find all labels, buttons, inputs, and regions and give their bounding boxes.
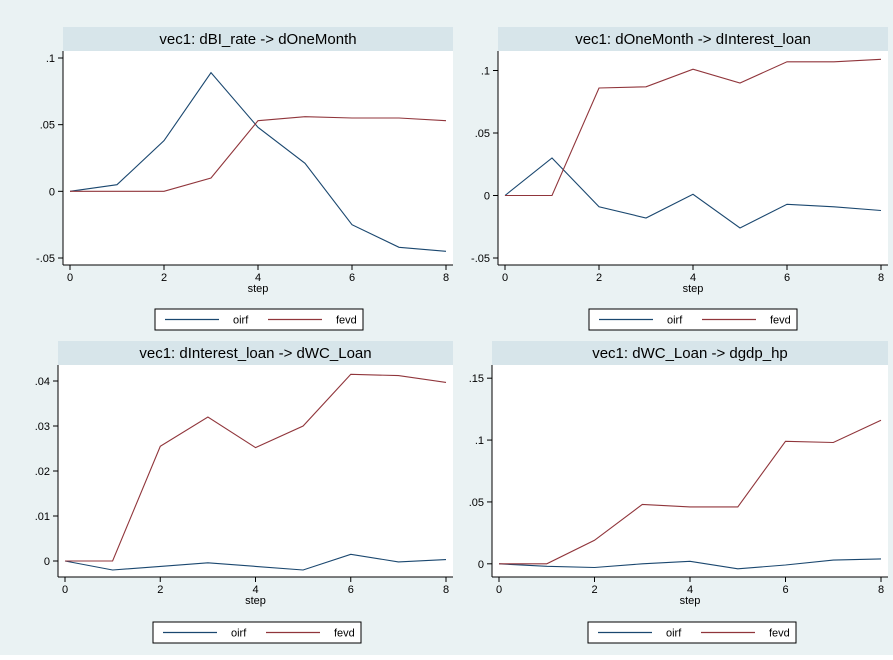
x-tick-label: 2 [157, 584, 163, 596]
legend-label-oirf: oirf [233, 315, 249, 327]
y-tick-label: .05 [475, 128, 490, 140]
y-tick-label: .05 [40, 120, 55, 132]
chart-panel-4: vec1: dWC_Loan -> dgdp_hp 0 .05 .1 .15 0 2 4 6 8 s… [469, 341, 888, 644]
series-line-oirf [64, 553, 447, 571]
x-tick-label: 8 [443, 584, 449, 596]
x-axis-title: step [680, 595, 701, 607]
y-tick-label: .1 [46, 53, 55, 65]
legend-label-fevd: fevd [336, 315, 357, 327]
x-tick-label: 6 [348, 584, 354, 596]
panel-title: vec1: dOneMonth -> dInterest_loan [575, 31, 811, 48]
y-tick-label: .1 [481, 66, 490, 78]
series-line-fevd [499, 419, 882, 565]
legend-box [154, 308, 364, 331]
plot-area [492, 365, 888, 577]
y-tick-label: 0 [49, 186, 55, 198]
plot-area [498, 51, 888, 265]
series-line-fevd [505, 58, 882, 197]
panel-title-bar [63, 27, 453, 51]
x-tick-label: 8 [443, 272, 449, 284]
series-line-oirf [69, 71, 447, 252]
y-tick-label: 0 [44, 556, 50, 568]
series-line-fevd [70, 116, 447, 192]
panel-title-bar [58, 341, 453, 365]
x-tick-label: 2 [596, 272, 602, 284]
x-tick-label: 0 [496, 584, 502, 596]
x-tick-label: 0 [62, 584, 68, 596]
x-tick-label: 8 [878, 272, 884, 284]
y-tick-label: .02 [35, 466, 50, 478]
chart-panel-2: vec1: dOneMonth -> dInterest_loan -.05 0 .0… [471, 27, 888, 331]
legend-label-fevd: fevd [769, 628, 790, 640]
chart-panel-1: vec1: dBI_rate -> dOneMonth -.05 0 .05 .1 0 2 4… [36, 27, 453, 331]
plot-area [58, 365, 453, 577]
y-tick-label: .04 [35, 376, 50, 388]
legend-label-oirf: oirf [231, 628, 247, 640]
series-line-fevd [65, 373, 447, 562]
panel-title: vec1: dWC_Loan -> dgdp_hp [592, 345, 788, 362]
legend-box [587, 621, 797, 644]
series-line-oirf [498, 558, 882, 570]
x-tick-label: 4 [690, 272, 696, 284]
x-tick-label: 0 [67, 272, 73, 284]
x-axis-title: step [245, 595, 266, 607]
legend: oirf fevd [588, 308, 798, 331]
x-tick-label: 6 [784, 272, 790, 284]
series-line-oirf [504, 157, 882, 229]
legend-label-oirf: oirf [667, 315, 683, 327]
x-axis-title: step [683, 283, 704, 295]
x-tick-label: 2 [591, 584, 597, 596]
y-tick-label: -.05 [471, 253, 490, 265]
x-tick-label: 6 [782, 584, 788, 596]
y-tick-label: .05 [469, 497, 484, 509]
legend-label-fevd: fevd [334, 628, 355, 640]
y-tick-label: -.05 [36, 253, 55, 265]
legend: oirf fevd [154, 308, 364, 331]
y-tick-label: 0 [478, 559, 484, 571]
chart-panel-3: vec1: dInterest_loan -> dWC_Loan 0 .01 .02.… [35, 341, 453, 644]
panel-title: vec1: dBI_rate -> dOneMonth [159, 31, 356, 48]
legend: oirf fevd [587, 621, 797, 644]
legend-box [152, 621, 362, 644]
x-tick-label: 4 [252, 584, 258, 596]
legend-box [588, 308, 798, 331]
x-tick-label: 8 [878, 584, 884, 596]
x-tick-label: 2 [161, 272, 167, 284]
x-tick-label: 6 [349, 272, 355, 284]
legend: oirf fevd [152, 621, 362, 644]
panel-title: vec1: dInterest_loan -> dWC_Loan [139, 345, 371, 362]
legend-label-fevd: fevd [770, 315, 791, 327]
y-tick-label: .03 [35, 421, 50, 433]
y-tick-label: .01 [35, 511, 50, 523]
y-tick-label: .1 [475, 435, 484, 447]
y-tick-label: 0 [484, 191, 490, 203]
panel-title-bar [498, 27, 888, 51]
panel-title-bar [492, 341, 888, 365]
legend-label-oirf: oirf [666, 628, 682, 640]
x-axis-title: step [248, 283, 269, 295]
y-tick-label: .15 [469, 373, 484, 385]
x-tick-label: 4 [687, 584, 693, 596]
x-tick-label: 4 [255, 272, 261, 284]
x-tick-label: 0 [502, 272, 508, 284]
plot-area [63, 51, 453, 265]
